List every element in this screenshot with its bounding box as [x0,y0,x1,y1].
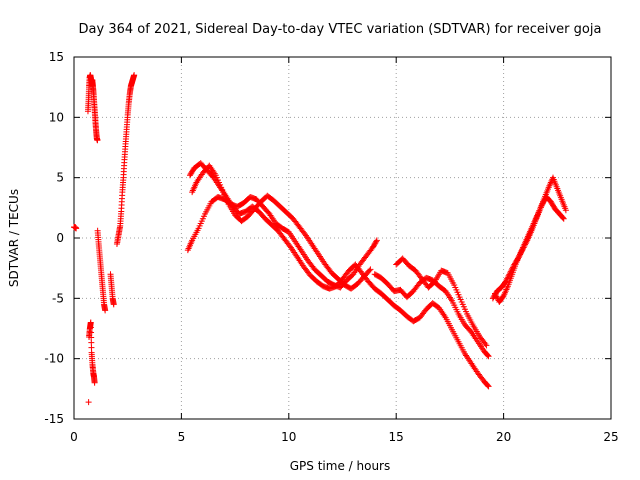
data-point [94,137,101,144]
data-point [286,243,293,250]
data-point [482,340,489,347]
y-tick-label: 0 [56,231,64,245]
data-point [485,353,492,360]
data-point [131,72,138,79]
data-point [484,352,491,359]
x-tick-label: 0 [70,430,78,444]
data-point [562,207,569,214]
y-tick-label: 10 [49,110,64,124]
data-point [301,231,308,238]
data-point [91,379,98,386]
x-tick-label: 10 [281,430,296,444]
data-point [88,344,95,351]
data-point [373,238,380,245]
data-point [110,301,117,308]
axis-ticks [73,56,612,420]
data-point [494,294,501,301]
x-tick-label: 25 [603,430,618,444]
grid-lines [74,57,611,419]
data-point [373,237,380,244]
data-point [492,291,499,298]
x-tick-label: 5 [178,430,186,444]
data-point [560,214,567,221]
data-point [484,382,491,389]
data-point [366,267,373,274]
y-tick-label: -5 [52,291,64,305]
x-tick-labels: 0 5 10 15 20 25 [70,430,618,444]
y-tick-label: 15 [49,50,64,64]
data-point [504,274,511,281]
data-point [483,342,490,349]
data-point [493,293,500,300]
y-tick-label: 5 [56,171,64,185]
data-point [367,266,374,273]
data-point [499,293,506,300]
data-point [560,215,567,222]
data-point [87,319,94,326]
data-points [71,72,569,406]
x-tick-label: 15 [389,430,404,444]
y-axis-label: SDTVAR / TECUs [7,189,21,287]
y-tick-label: -10 [44,352,64,366]
x-tick-label: 20 [496,430,511,444]
x-axis-label: GPS time / hours [290,459,391,473]
data-point [88,339,95,346]
y-tick-label: -15 [44,412,64,426]
data-point [87,324,94,331]
data-point [88,334,95,341]
y-tick-labels: 15 10 5 0 -5 -10 -15 [44,50,64,426]
data-point [88,329,95,336]
data-point [73,225,80,232]
data-point [502,278,509,285]
chart-title: Day 364 of 2021, Sidereal Day-to-day VTE… [79,22,602,37]
data-point [102,307,109,314]
data-point [85,399,92,406]
data-point [492,290,499,297]
data-point [485,383,492,390]
